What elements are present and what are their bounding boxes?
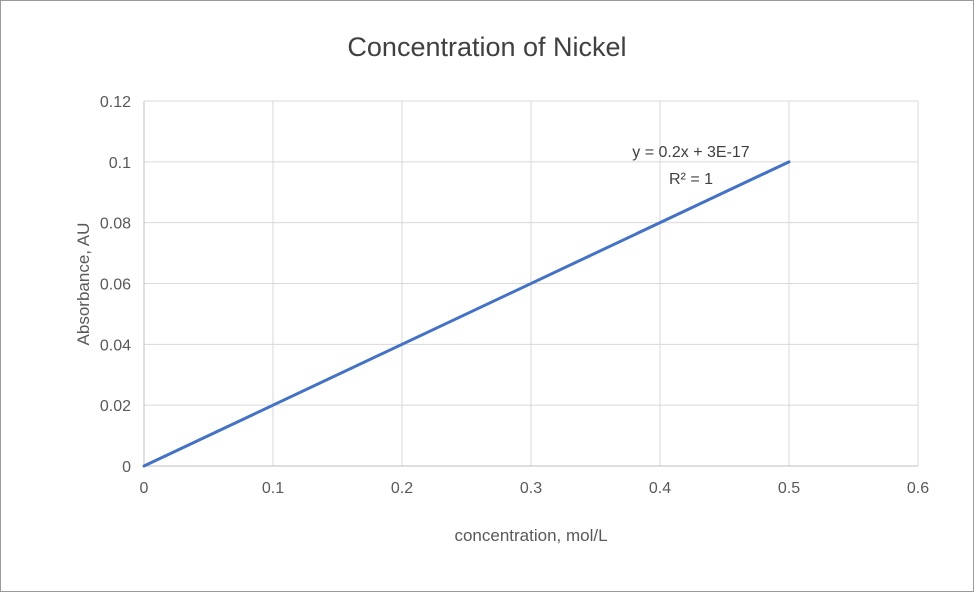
x-tick-label: 0.2 (391, 480, 413, 497)
y-tick-label: 0.02 (100, 398, 131, 415)
x-tick-labels: 0 0.1 0.2 0.3 0.4 0.5 0.6 (140, 480, 930, 497)
y-tick-label: 0.04 (100, 337, 131, 354)
x-tick-label: 0.3 (520, 480, 542, 497)
y-tick-label: 0.08 (100, 216, 131, 233)
data-series (142, 160, 791, 468)
x-axis-label: concentration, mol/L (454, 526, 607, 545)
x-tick-label: 0.6 (907, 480, 929, 497)
x-tick-label: 0.5 (778, 480, 800, 497)
series-line (142, 160, 791, 468)
y-tick-label: 0.12 (100, 94, 131, 111)
y-axis-label: Absorbance, AU (74, 223, 93, 346)
chart-title: Concentration of Nickel (347, 32, 626, 62)
y-tick-labels: 0 0.02 0.04 0.06 0.08 0.1 0.12 (100, 94, 131, 476)
y-tick-label: 0 (122, 459, 131, 476)
trendline-r-squared: R² = 1 (669, 171, 713, 188)
axis-lines (143, 101, 918, 467)
x-tick-label: 0.1 (262, 480, 284, 497)
y-tick-label: 0.1 (109, 155, 131, 172)
y-tick-label: 0.06 (100, 277, 131, 294)
trendline-equation: y = 0.2x + 3E-17 (632, 144, 750, 161)
x-tick-label: 0.4 (649, 480, 671, 497)
x-tick-label: 0 (140, 480, 149, 497)
